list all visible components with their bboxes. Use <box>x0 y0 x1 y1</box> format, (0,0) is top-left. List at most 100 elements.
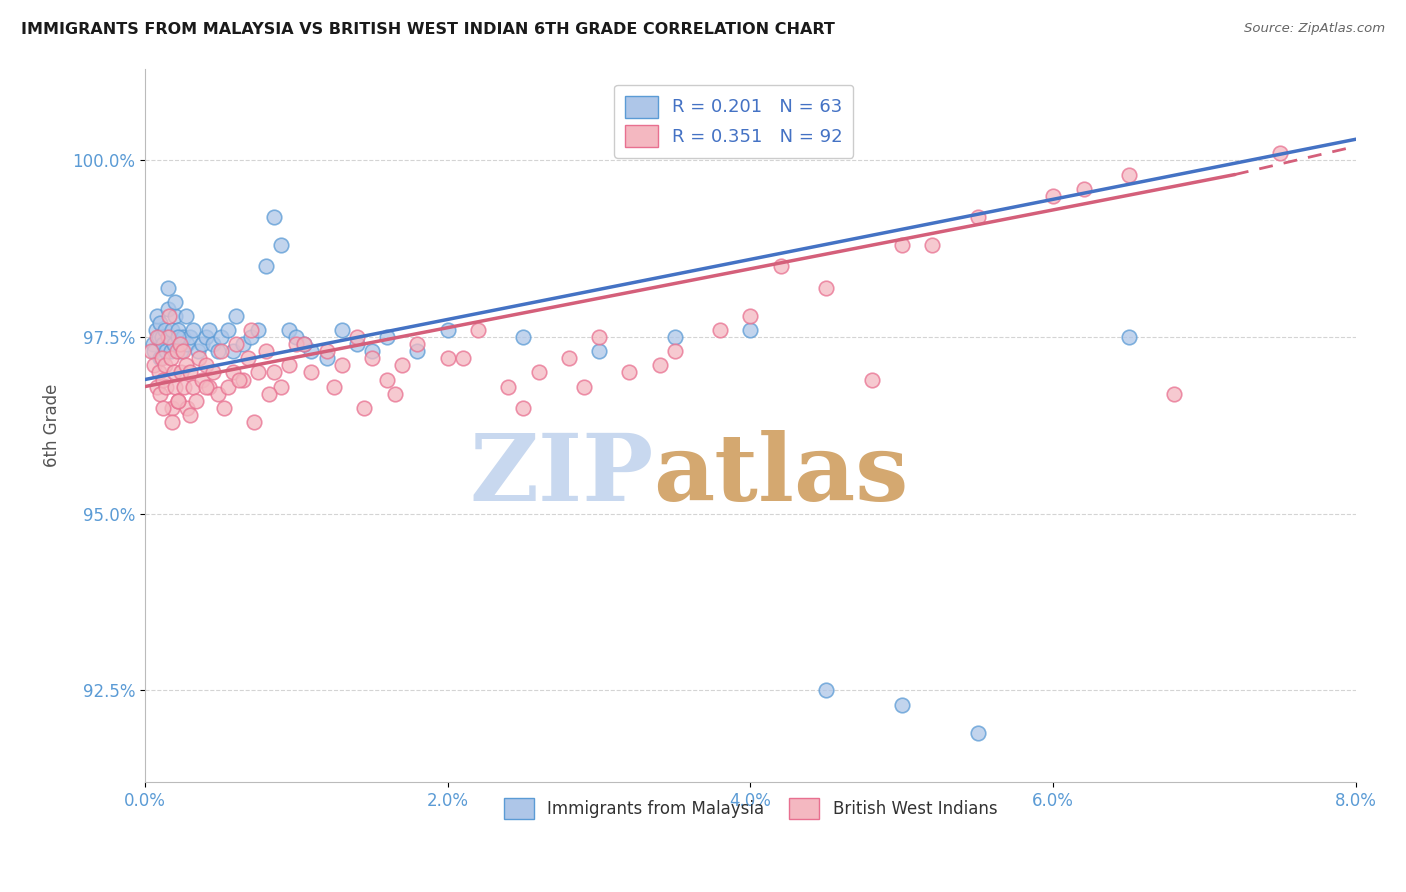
Point <box>588 344 610 359</box>
Point <box>155 344 177 359</box>
Point <box>156 301 179 316</box>
Point <box>254 260 277 274</box>
Point <box>139 344 162 359</box>
Point <box>285 337 308 351</box>
Point <box>1270 146 1292 161</box>
Point <box>146 309 169 323</box>
Point <box>174 359 197 373</box>
Point <box>186 393 208 408</box>
Point <box>176 401 198 415</box>
Point <box>353 401 375 415</box>
Point <box>254 344 277 359</box>
Point <box>170 366 193 380</box>
Point <box>187 344 209 359</box>
Text: atlas: atlas <box>654 431 908 520</box>
Point <box>167 393 190 408</box>
Point <box>664 330 686 344</box>
Point <box>149 316 172 330</box>
Point <box>170 344 193 359</box>
Point <box>160 323 183 337</box>
Point <box>160 401 183 415</box>
Point <box>1118 168 1140 182</box>
Point <box>217 379 239 393</box>
Point <box>209 344 232 359</box>
Point <box>292 337 315 351</box>
Point <box>346 337 368 351</box>
Point <box>174 309 197 323</box>
Point <box>966 210 988 224</box>
Point <box>247 366 270 380</box>
Point <box>270 379 292 393</box>
Point <box>619 366 641 380</box>
Point <box>160 415 183 429</box>
Point <box>209 330 232 344</box>
Point <box>202 366 225 380</box>
Point <box>157 330 180 344</box>
Y-axis label: 6th Grade: 6th Grade <box>44 384 60 467</box>
Point <box>179 366 201 380</box>
Point <box>815 683 838 698</box>
Point <box>263 366 285 380</box>
Point <box>361 351 384 366</box>
Point <box>236 351 259 366</box>
Point <box>467 323 489 337</box>
Point <box>217 323 239 337</box>
Point <box>172 330 194 344</box>
Point <box>150 330 173 344</box>
Point <box>301 344 323 359</box>
Point <box>149 386 172 401</box>
Point <box>1118 330 1140 344</box>
Point <box>1073 182 1095 196</box>
Point <box>496 379 519 393</box>
Point <box>323 379 346 393</box>
Point <box>239 330 262 344</box>
Point <box>436 351 458 366</box>
Point <box>263 210 285 224</box>
Point <box>346 330 368 344</box>
Point <box>159 344 181 359</box>
Point <box>228 372 250 386</box>
Point <box>769 260 792 274</box>
Point <box>163 337 186 351</box>
Point <box>145 323 167 337</box>
Point <box>207 344 229 359</box>
Point <box>222 366 245 380</box>
Point <box>285 330 308 344</box>
Point <box>169 337 191 351</box>
Point <box>179 408 201 422</box>
Point <box>179 330 201 344</box>
Point <box>384 386 406 401</box>
Point <box>740 323 762 337</box>
Point <box>157 309 180 323</box>
Point <box>207 386 229 401</box>
Point <box>315 351 337 366</box>
Point <box>270 238 292 252</box>
Text: ZIP: ZIP <box>470 431 654 520</box>
Point <box>451 351 474 366</box>
Point <box>146 379 169 393</box>
Point <box>860 372 883 386</box>
Point <box>197 323 219 337</box>
Point <box>194 359 217 373</box>
Point <box>1042 188 1064 202</box>
Point <box>815 280 838 294</box>
Point <box>165 294 187 309</box>
Point <box>277 323 299 337</box>
Point <box>143 359 166 373</box>
Point <box>141 337 163 351</box>
Point <box>165 379 187 393</box>
Point <box>572 379 595 393</box>
Point <box>172 344 194 359</box>
Point <box>709 323 731 337</box>
Point <box>191 337 214 351</box>
Point <box>159 351 181 366</box>
Point <box>166 344 188 359</box>
Point <box>512 330 534 344</box>
Point <box>212 401 235 415</box>
Point <box>194 330 217 344</box>
Point <box>315 344 337 359</box>
Point <box>150 351 173 366</box>
Legend: Immigrants from Malaysia, British West Indians: Immigrants from Malaysia, British West I… <box>498 792 1004 825</box>
Point <box>225 337 247 351</box>
Point <box>152 372 174 386</box>
